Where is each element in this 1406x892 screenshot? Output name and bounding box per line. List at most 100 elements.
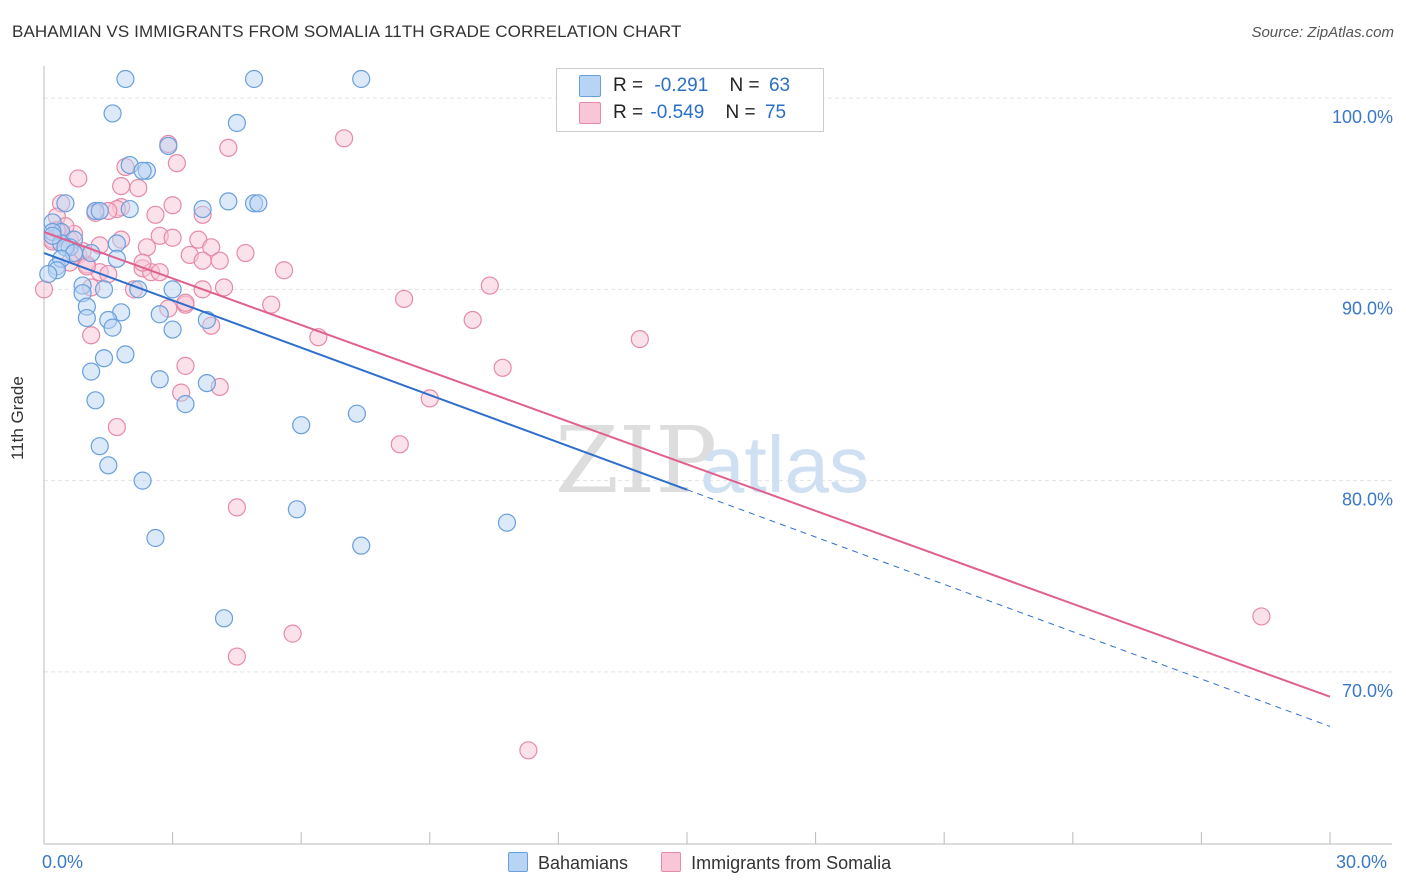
bahamian-point	[497, 513, 517, 532]
bahamian-trendline-extension	[686, 489, 1331, 727]
somalia-point	[274, 261, 294, 280]
somalia-point	[167, 154, 186, 173]
somalia-point	[69, 169, 88, 188]
somalia-trendline	[43, 231, 1331, 698]
x-tick-label-min: 0.0%	[42, 852, 84, 872]
somalia-point	[493, 358, 512, 377]
legend-swatch-blue	[508, 852, 528, 872]
bahamian-point	[197, 310, 216, 330]
bahamian-point	[227, 113, 246, 133]
bahamian-point	[39, 264, 58, 284]
bahamian-point	[90, 437, 109, 456]
y-tick-label: 100.0%	[1332, 107, 1393, 127]
bahamian-point	[352, 536, 371, 555]
somalia-point	[202, 238, 221, 257]
legend-swatch-blue	[579, 75, 601, 97]
bahamian-point	[94, 349, 114, 368]
bahamian-point	[163, 320, 182, 339]
somalia-point	[227, 647, 246, 666]
bahamian-point	[347, 404, 367, 423]
somalia-point	[236, 243, 255, 263]
somalia-point	[163, 196, 182, 215]
somalia-point	[390, 435, 409, 454]
legend-label-somalia: Immigrants from Somalia	[691, 853, 892, 873]
bahamian-point	[214, 609, 234, 628]
bahamian-point	[219, 192, 238, 211]
somalia-point	[262, 295, 281, 314]
somalia-point	[463, 310, 482, 330]
correlation-legend: R = -0.291 N = 63 R = -0.549 N = 75	[556, 68, 824, 132]
bahamian-point	[150, 305, 169, 324]
bahamian-point	[116, 69, 135, 89]
bahamian-point	[352, 69, 371, 89]
source-label: Source: ZipAtlas.com	[1251, 24, 1394, 41]
somalia-point	[210, 251, 229, 270]
legend-item-bahamians: Bahamians	[508, 852, 628, 874]
y-tick-label: 70.0%	[1342, 681, 1393, 701]
legend-n-label: N =	[725, 102, 756, 124]
somalia-point	[334, 129, 354, 148]
bahamian-point	[116, 345, 135, 364]
bahamian-point	[99, 456, 118, 475]
legend-r-label: R =	[613, 102, 644, 124]
somalia-point	[146, 205, 165, 224]
somalia-point	[283, 624, 302, 643]
bahamian-point	[90, 201, 109, 221]
bahamian-trendline	[43, 252, 688, 491]
bahamian-point	[56, 194, 75, 213]
legend-item-somalia: Immigrants from Somalia	[661, 852, 891, 874]
bahamian-point	[150, 370, 169, 389]
y-tick-label: 90.0%	[1342, 298, 1393, 318]
legend-n-value: 63	[768, 75, 791, 97]
legend-n-label: N =	[729, 75, 760, 97]
bahamian-point	[292, 416, 311, 435]
bahamian-point	[146, 528, 165, 548]
somalia-point	[394, 289, 414, 309]
bahamian-point	[287, 500, 307, 519]
bahamian-point	[133, 471, 152, 490]
somalia-point	[176, 356, 195, 375]
axes	[43, 66, 1392, 845]
somalia-point	[519, 741, 538, 760]
bahamian-point	[176, 395, 195, 414]
somalia-point	[112, 177, 131, 196]
somalia-point	[630, 330, 649, 349]
legend-row-somalia: R = -0.549 N = 75	[579, 102, 786, 126]
y-tick-labels: 100.0% 90.0% 80.0% 70.0%	[1332, 107, 1393, 701]
watermark-atlas: atlas	[700, 420, 869, 509]
grid-lines	[44, 97, 1392, 673]
somalia-point	[219, 138, 238, 157]
somalia-point	[34, 280, 54, 299]
x-tick-label-max: 30.0%	[1336, 852, 1388, 872]
bahamian-point	[82, 362, 101, 381]
somalia-point	[1252, 607, 1271, 626]
bahamian-point	[107, 234, 126, 253]
series-legend: Bahamians Immigrants from Somalia	[508, 852, 919, 874]
bahamian-point	[77, 308, 96, 328]
somalia-point	[82, 326, 101, 345]
somalia-point	[163, 228, 182, 247]
watermark-zip: ZIP	[555, 407, 717, 514]
bahamian-point	[197, 373, 216, 393]
trend-lines	[43, 231, 1331, 727]
bahamian-point	[103, 104, 122, 123]
legend-swatch-pink	[661, 852, 682, 872]
legend-row-bahamians: R = -0.291 N = 63	[579, 75, 790, 99]
bahamian-point	[86, 391, 105, 410]
somalia-point	[227, 498, 246, 517]
y-tick-label: 80.0%	[1342, 490, 1393, 510]
legend-swatch-pink	[579, 102, 601, 124]
bahamian-point	[249, 194, 268, 213]
bahamian-point	[133, 161, 152, 180]
somalia-point	[137, 238, 156, 257]
legend-n-value: 75	[764, 102, 787, 124]
somalia-point	[107, 417, 126, 437]
chart-title: BAHAMIAN VS IMMIGRANTS FROM SOMALIA 11TH…	[12, 22, 682, 41]
bahamian-point	[244, 69, 264, 89]
bahamian-point	[103, 318, 122, 337]
bahamian-point	[193, 199, 212, 219]
bahamian-point	[163, 280, 182, 299]
bahamian-points	[39, 69, 517, 628]
somalia-point	[480, 276, 499, 295]
